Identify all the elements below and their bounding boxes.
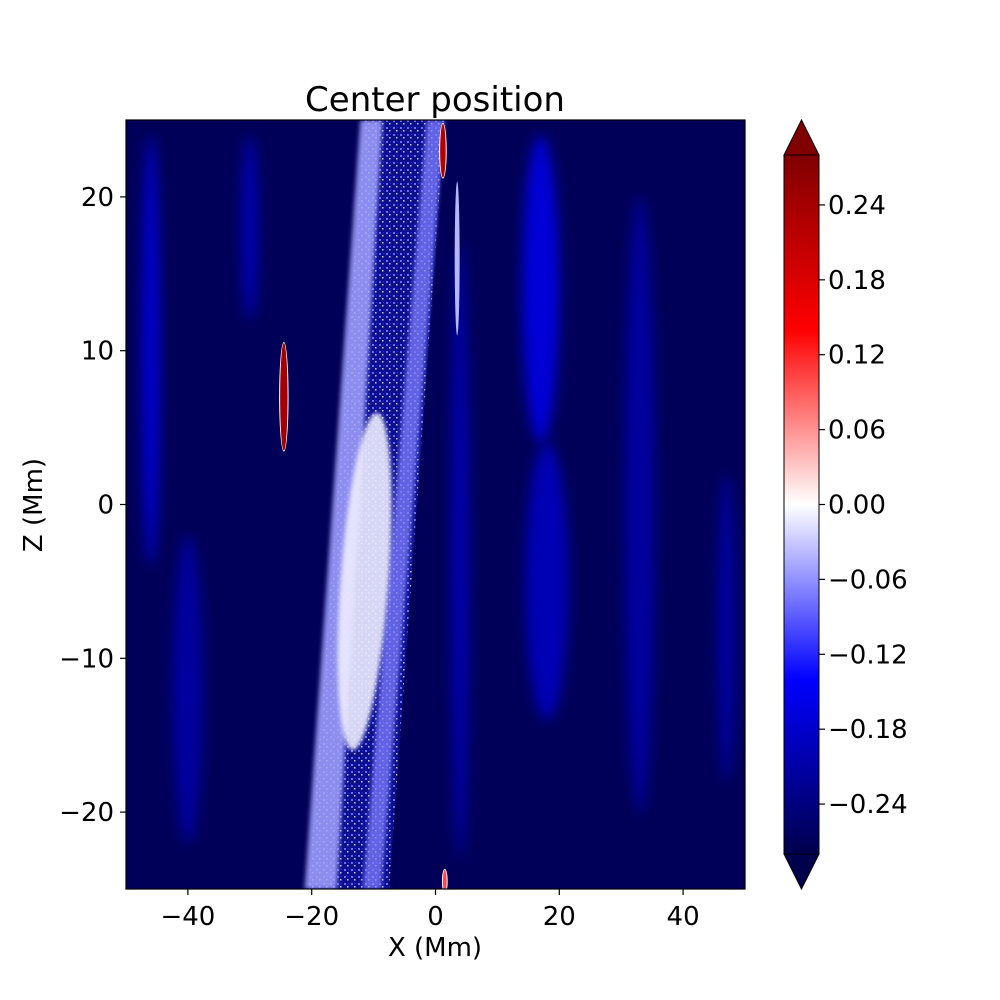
x-axis-label: X (Mm)	[388, 933, 482, 963]
colorbar-tick-label-8: −0.24	[828, 790, 908, 820]
y-tick-label-4: 20	[81, 183, 114, 213]
colorbar-top-extension	[783, 118, 820, 156]
blue-streak-4	[172, 535, 204, 843]
heatmap-plot-area	[126, 120, 745, 889]
x-tick-label-0: −40	[160, 902, 215, 932]
x-tick-label-3: 20	[543, 902, 576, 932]
blue-streak-2	[525, 442, 569, 720]
red-feature-2	[442, 869, 447, 889]
blue-streak-3	[624, 196, 656, 813]
x-axis-ticks: −40 −20 0 20 40	[160, 889, 700, 932]
heatmap-features	[141, 120, 736, 889]
main-band-right-ridge	[362, 120, 445, 889]
red-feature-0	[280, 343, 288, 451]
blue-streak-6	[240, 135, 260, 320]
colorbar-tick-label-6: −0.12	[828, 640, 908, 670]
white-streak-0	[454, 181, 460, 336]
x-tick-label-2: 0	[427, 902, 444, 932]
colorbar-body	[783, 154, 820, 855]
blue-streak-0	[141, 135, 161, 567]
blue-streak-5	[450, 243, 470, 859]
red-feature-1	[440, 123, 446, 178]
y-axis-ticks: −20 −10 0 10 20	[59, 183, 126, 828]
colorbar-bottom-extension	[783, 853, 820, 891]
main-band-left-ridge	[304, 120, 383, 889]
y-axis-label: Z (Mm)	[19, 458, 49, 552]
blue-streak-1	[522, 135, 560, 443]
y-tick-label-3: 10	[81, 337, 114, 367]
colorbar-tick-label-2: 0.12	[828, 341, 886, 371]
colorbar-tick-label-0: 0.24	[828, 191, 886, 221]
colorbar-tick-label-5: −0.06	[828, 565, 908, 595]
colorbar: 0.24 0.18 0.12 0.06 0.00 −0.06 −0.12 −0.18 −0.24	[783, 118, 908, 891]
colorbar-ticks: 0.24 0.18 0.12 0.06 0.00 −0.06 −0.12 −0.18 −0.24	[819, 191, 908, 820]
colorbar-tick-label-1: 0.18	[828, 266, 886, 296]
x-tick-label-4: 40	[667, 902, 700, 932]
chart-title: Center position	[305, 80, 565, 120]
y-tick-label-2: 0	[97, 491, 114, 521]
colorbar-tick-label-3: 0.06	[828, 416, 886, 446]
blue-streak-7	[717, 473, 736, 782]
colorbar-tick-label-7: −0.18	[828, 715, 908, 745]
y-tick-label-0: −20	[59, 798, 114, 828]
x-tick-label-1: −20	[284, 902, 339, 932]
colorbar-tick-label-4: 0.00	[828, 491, 886, 521]
y-tick-label-1: −10	[59, 644, 114, 674]
main-band-core	[337, 412, 392, 751]
